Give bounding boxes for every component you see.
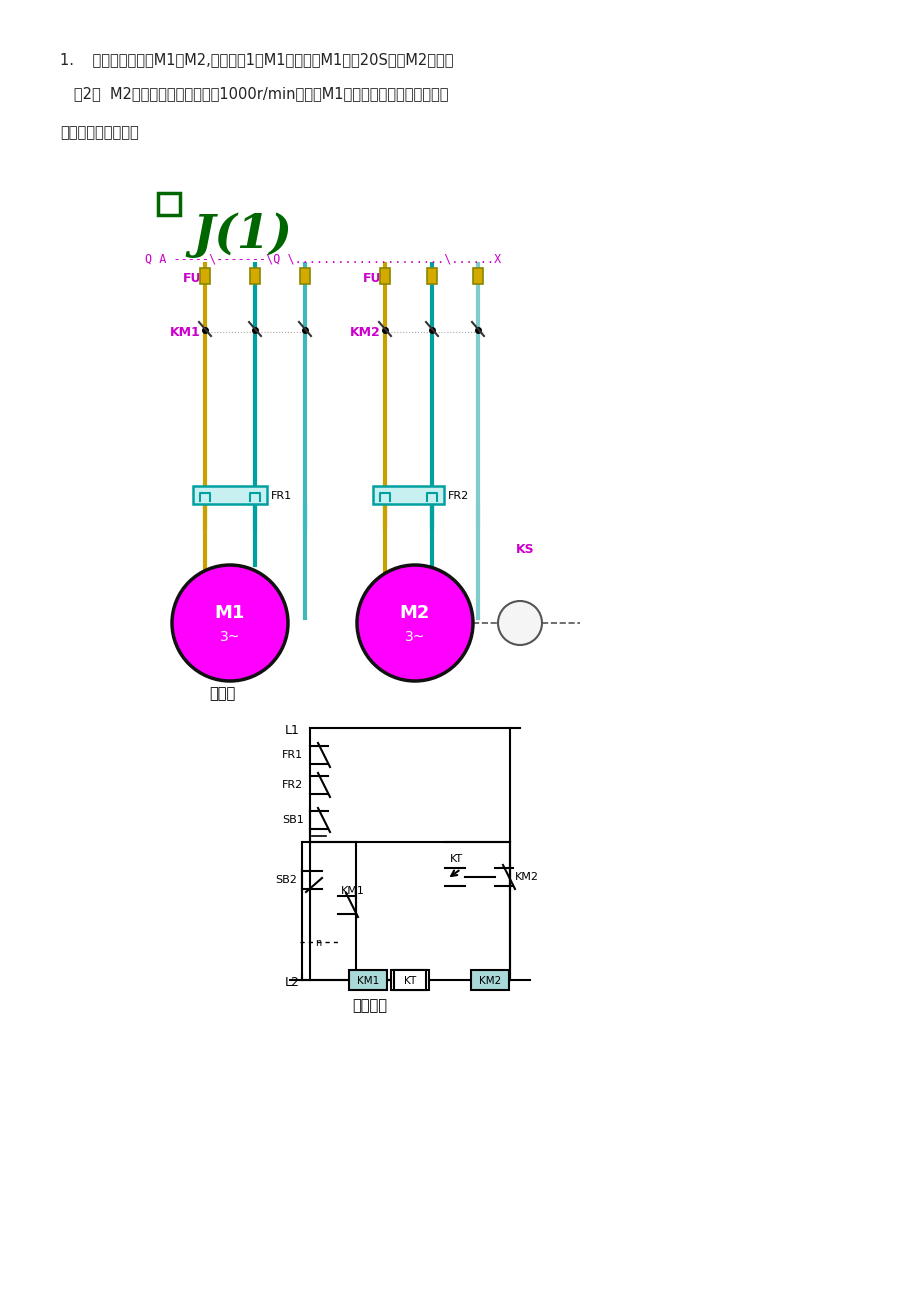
Text: n: n xyxy=(314,937,321,948)
Bar xyxy=(348,970,387,990)
Text: FR1: FR1 xyxy=(271,491,292,501)
Text: FR2: FR2 xyxy=(448,491,469,501)
Text: SB1: SB1 xyxy=(282,815,303,825)
Text: FU: FU xyxy=(363,272,381,285)
Text: KM2: KM2 xyxy=(479,976,501,986)
Text: M2: M2 xyxy=(400,604,430,622)
Bar xyxy=(250,268,260,284)
Text: KM2: KM2 xyxy=(349,326,380,339)
Text: J(1): J(1) xyxy=(192,212,291,258)
Text: Q A -----\-------\Q \.....................\......X: Q A -----\-------\Q \...................… xyxy=(145,253,501,266)
Text: 有一定的保护功能。: 有一定的保护功能。 xyxy=(60,125,139,141)
Text: L2: L2 xyxy=(285,975,300,988)
Text: KM1: KM1 xyxy=(357,976,379,986)
Text: 3~: 3~ xyxy=(220,630,240,644)
Text: SB2: SB2 xyxy=(275,875,297,885)
Text: L1: L1 xyxy=(285,724,300,737)
Bar xyxy=(300,268,310,284)
Circle shape xyxy=(172,565,288,681)
Text: M1: M1 xyxy=(214,604,245,622)
Text: FU: FU xyxy=(183,272,201,285)
Text: 3~: 3~ xyxy=(404,630,425,644)
Bar xyxy=(158,193,180,215)
Text: FR2: FR2 xyxy=(282,780,303,790)
Text: 主电路: 主电路 xyxy=(209,686,235,700)
Circle shape xyxy=(357,565,472,681)
Text: 1.    控制两台电动机M1和M2,要求：（1）M1先起动，M1起动20S后，M2起动；: 1. 控制两台电动机M1和M2,要求：（1）M1先起动，M1起动20S后，M2起… xyxy=(60,52,453,66)
Text: KM2: KM2 xyxy=(515,872,539,881)
Text: KM1: KM1 xyxy=(341,885,365,896)
Bar xyxy=(193,486,267,504)
Text: KT: KT xyxy=(449,854,462,865)
Text: FR1: FR1 xyxy=(282,750,302,760)
Bar xyxy=(199,268,210,284)
Bar xyxy=(391,970,428,990)
Bar xyxy=(380,268,390,284)
Bar xyxy=(471,970,508,990)
Text: KM1: KM1 xyxy=(170,326,200,339)
Bar xyxy=(372,486,444,504)
Bar xyxy=(472,268,482,284)
Text: KT: KT xyxy=(403,976,415,986)
Text: KS: KS xyxy=(516,543,534,556)
Bar xyxy=(426,268,437,284)
Bar xyxy=(393,970,425,990)
Text: KT: KT xyxy=(403,976,415,986)
Circle shape xyxy=(497,602,541,644)
Text: 控制电路: 控制电路 xyxy=(352,999,387,1013)
Text: （2）  M2起动并达到一定速度（1000r/min）后，M1停转。画出其主控电路，要: （2） M2起动并达到一定速度（1000r/min）后，M1停转。画出其主控电路… xyxy=(60,86,448,102)
